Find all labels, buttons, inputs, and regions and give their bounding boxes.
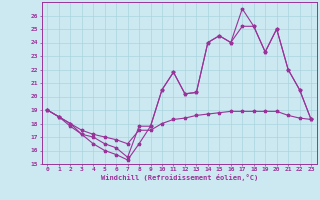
X-axis label: Windchill (Refroidissement éolien,°C): Windchill (Refroidissement éolien,°C) xyxy=(100,174,258,181)
